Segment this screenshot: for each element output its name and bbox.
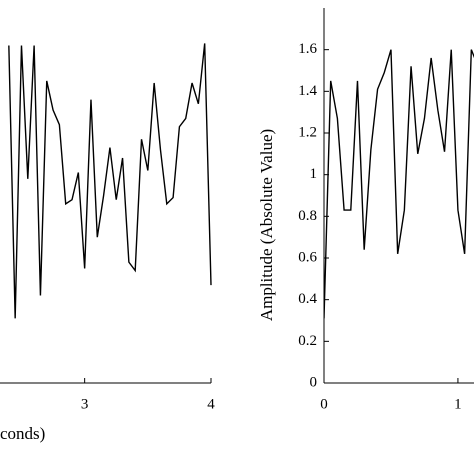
x-axis-label: conds) bbox=[0, 424, 45, 443]
y-tick-label: 0.4 bbox=[298, 291, 317, 307]
y-tick-label: 1 bbox=[310, 166, 318, 182]
y-axis-label: Amplitude (Absolute Value) bbox=[257, 129, 276, 321]
y-tick-label: 1.6 bbox=[298, 41, 317, 57]
x-tick-label: 0 bbox=[320, 396, 328, 412]
y-tick-label: 0 bbox=[310, 374, 318, 390]
y-tick-label: 1.2 bbox=[298, 124, 317, 140]
y-tick-label: 0.2 bbox=[298, 333, 317, 349]
x-tick-label: 1 bbox=[454, 396, 462, 412]
data-line bbox=[8, 43, 212, 319]
y-tick-label: 1.4 bbox=[298, 83, 317, 99]
y-tick-label: 0.6 bbox=[298, 249, 317, 265]
x-tick-label: 3 bbox=[81, 396, 89, 412]
data-line bbox=[324, 49, 474, 319]
x-tick-label: 4 bbox=[207, 396, 215, 412]
y-tick-label: 0.8 bbox=[298, 208, 317, 224]
